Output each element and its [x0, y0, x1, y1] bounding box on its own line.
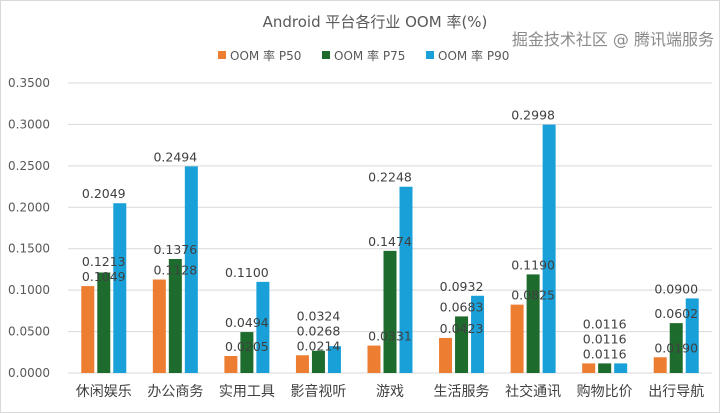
bar	[669, 323, 683, 373]
data-label: 0.1213	[82, 254, 126, 269]
chart-title: Android 平台各行业 OOM 率(%)	[263, 13, 488, 31]
data-label: 0.1128	[153, 263, 197, 278]
data-label: 0.1100	[225, 265, 269, 280]
data-label: 0.0324	[297, 308, 341, 323]
bar	[367, 345, 381, 373]
y-tick-label: 0.0000	[8, 366, 50, 380]
bar	[113, 203, 127, 373]
bar	[295, 355, 309, 373]
data-label: 0.0331	[368, 329, 412, 344]
data-label: 0.0932	[440, 279, 484, 294]
bar	[542, 124, 556, 373]
bar	[614, 363, 628, 373]
legend-label: OOM 率 P50	[230, 48, 301, 63]
bar	[653, 357, 667, 373]
data-label: 0.0825	[511, 288, 555, 303]
y-tick-label: 0.0500	[8, 325, 50, 339]
legend-swatch	[426, 51, 434, 59]
x-tick-label: 休闲娱乐	[76, 384, 132, 400]
bar	[81, 286, 95, 373]
data-label: 0.1376	[153, 242, 197, 257]
bar	[327, 346, 341, 373]
data-label: 0.0602	[654, 306, 698, 321]
x-tick-label: 办公商务	[147, 384, 203, 400]
bar	[439, 337, 453, 373]
y-tick-label: 0.2500	[8, 159, 50, 173]
y-tick-label: 0.3500	[8, 76, 50, 90]
data-label: 0.0494	[225, 315, 269, 330]
x-tick-label: 实用工具	[219, 384, 275, 400]
x-tick-label: 出行导航	[648, 384, 704, 400]
data-label: 0.0900	[654, 281, 698, 296]
bar	[471, 295, 485, 373]
x-tick-label: 生活服务	[434, 384, 490, 400]
bar	[168, 258, 182, 373]
y-tick-label: 0.3000	[8, 117, 50, 131]
data-label: 0.2998	[511, 108, 555, 123]
watermark: 掘金技术社区 @ 腾讯端服务	[512, 30, 714, 49]
data-label: 0.2494	[153, 149, 197, 164]
bar	[240, 332, 254, 373]
bar	[685, 298, 699, 373]
bar	[152, 279, 166, 373]
data-label: 0.0205	[225, 339, 269, 354]
data-label: 0.1049	[82, 269, 126, 284]
legend-swatch	[218, 51, 226, 59]
data-label: 0.0116	[583, 316, 627, 331]
bar	[97, 272, 111, 373]
bar	[383, 250, 397, 373]
data-label: 0.2248	[368, 170, 412, 185]
bar	[184, 166, 198, 373]
data-label: 0.0683	[440, 299, 484, 314]
y-tick-label: 0.2000	[8, 200, 50, 214]
bar	[311, 350, 325, 373]
data-label: 0.1190	[511, 257, 555, 272]
x-tick-label: 影音视听	[290, 383, 346, 400]
x-tick-label: 社交通讯	[505, 383, 561, 400]
data-label: 0.0116	[583, 346, 627, 361]
x-tick-label: 购物比价	[577, 384, 633, 400]
bar	[598, 363, 612, 373]
data-label: 0.1474	[368, 234, 412, 249]
bar	[256, 281, 270, 373]
bar	[399, 186, 413, 373]
bar	[455, 316, 469, 373]
bar	[526, 274, 540, 373]
bar	[224, 356, 238, 373]
data-label: 0.2049	[82, 186, 126, 201]
x-tick-label: 游戏	[376, 384, 404, 400]
y-tick-label: 0.1500	[8, 242, 50, 256]
data-label: 0.0214	[297, 338, 341, 353]
legend-label: OOM 率 P75	[334, 48, 405, 63]
data-label: 0.0190	[654, 340, 698, 355]
bar	[582, 363, 596, 373]
data-label: 0.0268	[297, 323, 341, 338]
legend-label: OOM 率 P90	[438, 48, 509, 63]
data-label: 0.0116	[583, 331, 627, 346]
bar	[510, 304, 524, 373]
legend-swatch	[322, 51, 330, 59]
data-label: 0.0423	[440, 321, 484, 336]
y-tick-label: 0.1000	[8, 283, 50, 297]
